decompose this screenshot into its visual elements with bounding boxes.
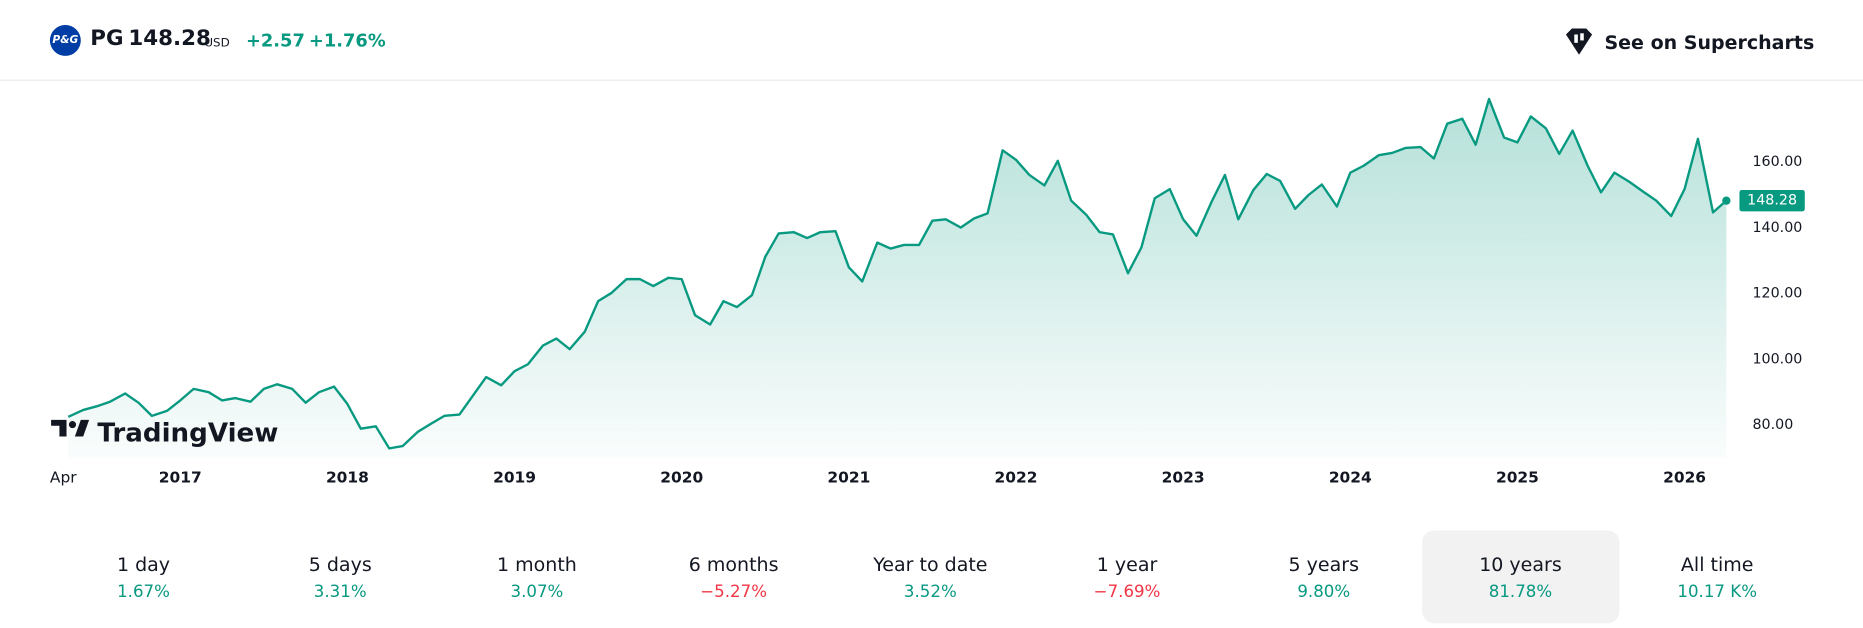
period-button[interactable]: 6 months −5.27%	[635, 530, 832, 623]
period-label: All time	[1680, 552, 1754, 576]
x-tick-label: 2021	[827, 469, 870, 487]
period-button[interactable]: All time 10.17 K%	[1619, 530, 1816, 623]
brand-logo: TradingView	[51, 419, 278, 449]
period-value: 3.52%	[903, 582, 957, 602]
period-button[interactable]: Year to date 3.52%	[832, 530, 1029, 623]
x-tick-label: 2022	[995, 469, 1038, 487]
x-tick-label: 2025	[1496, 469, 1539, 487]
period-label: 1 month	[496, 552, 577, 576]
period-bar: 1 day 1.67% 5 days 3.31% 1 month 3.07% 6 month…	[45, 530, 1816, 624]
period-button[interactable]: 5 days 3.31%	[242, 530, 439, 623]
period-label: 1 day	[116, 552, 171, 576]
x-tick-label: 2020	[660, 469, 703, 487]
y-tick-label: 140.00	[1753, 220, 1803, 236]
period-value: 1.67%	[117, 582, 170, 602]
period-label: Year to date	[873, 552, 988, 576]
period-button[interactable]: 10 years 81.78%	[1422, 530, 1619, 624]
chart: 80.00 100.00 120.00 140.00 160.00 Apr 2017 2018…	[50, 97, 1805, 487]
brand-text: TradingView	[97, 419, 278, 449]
period-value: 3.31%	[313, 582, 367, 602]
period-label: 5 days	[308, 552, 372, 576]
supercharts-icon	[1566, 28, 1593, 55]
period-value: 81.78%	[1488, 582, 1553, 602]
period-value: −5.27%	[700, 582, 768, 602]
area-fill	[68, 99, 1727, 458]
change: +2.57	[245, 29, 305, 52]
last-point	[1722, 196, 1731, 205]
x-tick-label: 2018	[326, 469, 369, 487]
period-button[interactable]: 1 month 3.07%	[439, 530, 636, 623]
header: P&G PG 148.28 USD +2.57 +1.76% See on Su…	[0, 0, 1863, 81]
x-tick-label: 2024	[1329, 469, 1372, 487]
symbol: PG	[90, 26, 124, 52]
x-tick-label: 2019	[493, 469, 536, 487]
y-tick-label: 80.00	[1753, 417, 1794, 433]
price: 148.28	[128, 26, 211, 52]
period-button[interactable]: 1 year −7.69%	[1029, 530, 1226, 623]
period-label: 5 years	[1288, 552, 1359, 576]
period-button[interactable]: 5 years 9.80%	[1225, 530, 1422, 623]
x-tick-label: Apr	[50, 469, 77, 487]
period-label: 1 year	[1096, 552, 1158, 576]
period-button[interactable]: 1 day 1.67%	[45, 530, 242, 623]
x-tick-label: 2026	[1663, 469, 1706, 487]
supercharts-text: See on Supercharts	[1604, 30, 1815, 53]
last-price-label: 148.28	[1747, 193, 1797, 209]
x-tick-label: 2017	[159, 469, 202, 487]
period-label: 10 years	[1479, 552, 1562, 576]
currency: USD	[204, 36, 230, 50]
period-value: 3.07%	[510, 582, 564, 602]
period-value: 10.17 K%	[1677, 582, 1757, 602]
y-tick-label: 100.00	[1753, 351, 1803, 367]
symbol-logo: P&G	[49, 24, 81, 56]
price-line	[67, 97, 1728, 450]
period-value: 9.80%	[1297, 582, 1351, 602]
supercharts-link[interactable]: See on Supercharts	[1564, 27, 1814, 56]
last-price-tag	[1739, 189, 1805, 212]
period-value: −7.69%	[1093, 582, 1161, 602]
change-percent: +1.76%	[308, 29, 386, 52]
y-tick-label: 160.00	[1753, 154, 1803, 170]
x-tick-label: 2023	[1162, 469, 1205, 487]
y-tick-label: 120.00	[1753, 286, 1803, 302]
period-label: 6 months	[688, 552, 779, 576]
